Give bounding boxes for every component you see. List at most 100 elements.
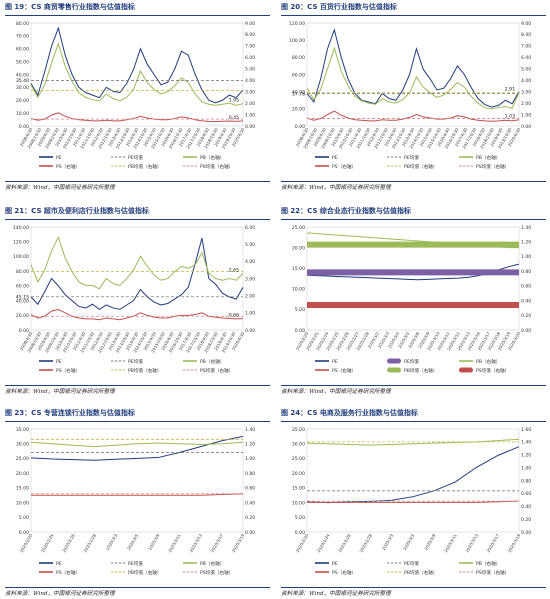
legend-label: PS（右轴）: [332, 569, 356, 576]
legend-label: PB（右轴）: [200, 560, 224, 567]
chart-title: 图 23：CS 专营连锁行业指数与估值指标: [5, 409, 135, 417]
y-left-tick-label: 100.00: [289, 38, 305, 44]
y-left-tick-label: 100.00: [13, 254, 29, 260]
y-left-tick-label: 25.00: [16, 456, 29, 462]
chart-title: 图 20：CS 百货行业指数与估值指标: [281, 3, 397, 11]
legend-label: PE: [332, 155, 338, 161]
legend-label: PS（右轴）: [56, 163, 80, 170]
y-left-tick-label: 35.00: [16, 427, 29, 433]
y-right-tick-label: 1.20: [521, 453, 531, 459]
y-left-tick-label: 20.00: [16, 313, 29, 319]
chart-panel-fig21: 图 21：CS 超市及便利店行业指数与估值指标 0.00 20.00 40.00 60…: [5, 204, 270, 396]
legend-label: PB均值（右轴）: [128, 569, 162, 576]
legend-label: PE: [56, 359, 62, 365]
legend-label: PS均值（右轴）: [200, 163, 233, 170]
y-left-tick-label: 15.00: [292, 266, 305, 272]
y-left-tick-label: 30.00: [16, 442, 29, 448]
legend-label: PS（右轴）: [56, 569, 80, 576]
x-tick-label: 2020/2/28: [82, 533, 97, 554]
y-left-tick-label: 80.00: [16, 21, 29, 27]
legend-label: PE均值: [128, 358, 143, 365]
series-line: [30, 112, 244, 123]
y-right-tick-label: 1.00: [521, 465, 531, 471]
y-right-tick-label: 1.40: [521, 440, 531, 446]
legend-label: PB（右轴）: [476, 358, 500, 365]
y-right-tick-label: 6.00: [245, 225, 255, 231]
plot-frame: [30, 226, 244, 331]
y-right-tick-label: 1.00: [245, 456, 255, 462]
series-line: [31, 493, 244, 496]
y-left-tick-label: 10.00: [292, 287, 305, 293]
legend-label: PB（右轴）: [200, 154, 224, 161]
legend-label: PS均值（右轴）: [476, 569, 509, 576]
x-tick-label: 2020/3/11: [443, 533, 458, 554]
title-rule: [5, 421, 270, 422]
y-left-tick-label: 60.00: [16, 284, 29, 290]
legend-label: PB（右轴）: [200, 358, 224, 365]
y-left-tick-label: 80.00: [16, 269, 29, 275]
plot-frame: [306, 226, 520, 331]
chart-panel-fig22: 图 22：CS 综合业态行业指数与估值指标 0.00 5.00 10.00 15.00…: [281, 204, 546, 396]
y-right-tick-label: 1.00: [521, 112, 531, 118]
y-right-tick-label: 7.00: [245, 44, 255, 50]
legend-label: PS（右轴）: [56, 367, 80, 374]
y-right-tick-label: 0.00: [245, 530, 255, 536]
y-left-tick-label: 30.00: [292, 442, 305, 448]
x-tick-label: 2020/2/24: [40, 533, 55, 554]
legend-label: PS均值（右轴）: [200, 569, 233, 576]
chart-svg: 0.00 20.00 40.00 60.00 80.00 100.00 120.00 140.…: [13, 225, 255, 374]
y-right-tick-label: 4.00: [245, 78, 255, 84]
x-tick-label: 2020/3/3: [105, 533, 119, 551]
series-line: [307, 500, 520, 503]
legend-label: PE均值: [404, 560, 419, 567]
title-rule: [5, 15, 270, 16]
data-label: 2.91: [505, 87, 515, 93]
legend-label: PB（右轴）: [476, 560, 500, 567]
legend-label: PS均值（右轴）: [476, 163, 509, 170]
title-rule: [281, 219, 546, 220]
chart-panel-fig19: 图 19：CS 商贸零售行业指数与估值指标 0.00 10.00 20.00 30.0…: [5, 0, 270, 192]
y-right-tick-label: 0.00: [521, 530, 531, 536]
y-right-tick-label: 1.00: [245, 311, 255, 317]
y-left-tick-label: 10.00: [16, 111, 29, 117]
y-left-tick-label: 20.00: [292, 245, 305, 251]
title-rule: [281, 15, 546, 16]
y-left-tick-label: 20.00: [16, 471, 29, 477]
y-right-tick-label: 3.00: [245, 276, 255, 282]
x-tick-label: 2020/3/5: [126, 533, 140, 551]
y-left-tick-label: 10.00: [16, 500, 29, 506]
y-right-tick-label: 0.00: [521, 124, 531, 130]
y-left-tick-label: 20.00: [16, 98, 29, 104]
legend-label: PE: [332, 561, 338, 567]
x-tick-label: 2020/3/19: [507, 533, 522, 554]
y-left-tick-label: 5.00: [19, 515, 29, 521]
source-rule: [281, 385, 546, 386]
y-right-tick-label: 1.20: [521, 240, 531, 246]
legend-label: PE: [332, 359, 338, 365]
y-right-tick-label: 1.20: [245, 442, 255, 448]
y-left-tick-label: 0.00: [19, 530, 29, 536]
y-right-tick-label: 4.00: [245, 259, 255, 265]
x-tick-label: 2020/3/5: [402, 533, 416, 551]
chart-panel-fig23: 图 23：CS 专营连锁行业指数与估值指标 0.00 5.00 10.00 15.00…: [5, 406, 270, 598]
plot-frame: [306, 22, 520, 127]
x-tick-label: 2020/3/9: [423, 533, 437, 551]
data-label: 2.65: [229, 267, 239, 273]
legend-label: PS均值（右轴）: [476, 367, 509, 374]
chart-title: 图 19：CS 商贸零售行业指数与估值指标: [5, 3, 135, 11]
y-left-tick-label: 80.00: [292, 55, 305, 61]
legend-swatch: [459, 367, 473, 373]
y-right-tick-label: 2.00: [245, 101, 255, 107]
y-right-tick-label: 5.00: [245, 242, 255, 248]
y-left-tick-label: 40.00: [16, 298, 29, 304]
chart-source: 资料来源：Wind，中国银河证券研究所整理: [281, 185, 391, 191]
y-right-tick-label: 0.80: [521, 478, 531, 484]
y-left-tick-label: 40.00: [16, 72, 29, 78]
series-line: [30, 235, 244, 290]
y-right-tick-label: 5.00: [521, 67, 531, 73]
legend-label: PS（右轴）: [332, 367, 356, 374]
y-right-tick-label: 0.60: [245, 486, 255, 492]
legend-label: PB均值（右轴）: [128, 367, 162, 374]
y-left-tick-label: 70.00: [16, 34, 29, 40]
legend-swatch: [387, 358, 401, 364]
